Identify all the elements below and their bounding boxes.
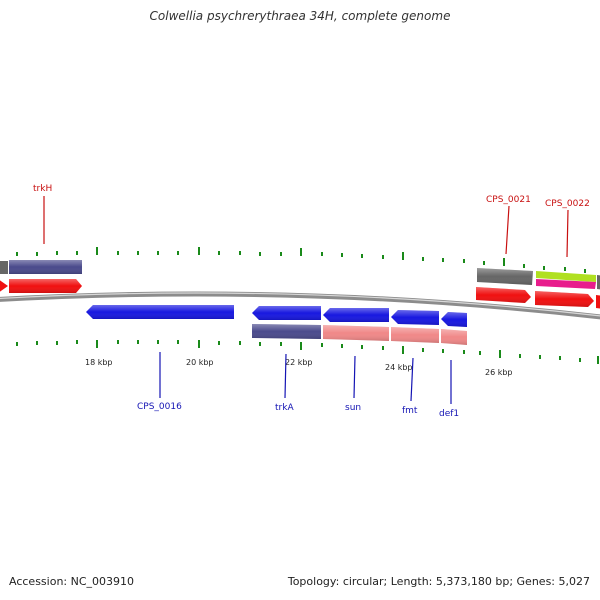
- accession-text: Accession: NC_003910: [9, 575, 135, 588]
- gene-label-trkH[interactable]: trkH: [33, 184, 52, 194]
- red-gene-arrow-right-edge: [596, 295, 600, 309]
- upper-tick-marks: [16, 247, 586, 273]
- gray-feature-bar: [0, 261, 8, 274]
- lime-feature-bar-CPS_0022: [536, 271, 596, 282]
- gene-label-CPS_0016[interactable]: CPS_0016: [137, 402, 182, 412]
- genome-backbone: [0, 291, 600, 320]
- scale-label-22kbp: 22 kbp: [285, 358, 313, 367]
- gene-label-def1[interactable]: def1: [439, 409, 459, 419]
- gene-label-fmt[interactable]: fmt: [402, 406, 418, 416]
- scale-label-20kbp: 20 kbp: [186, 358, 214, 367]
- left-edge-features[interactable]: [0, 260, 82, 293]
- gene-label-sun[interactable]: sun: [345, 403, 361, 413]
- scale-label-26kbp: 26 kbp: [485, 368, 513, 377]
- reverse-strand-genes[interactable]: [86, 305, 467, 345]
- scale-label-24kbp: 24 kbp: [385, 363, 413, 372]
- genome-backbone-highlight: [0, 292, 600, 317]
- scale-label-18kbp: 18 kbp: [85, 358, 113, 367]
- gene-label-CPS_0021[interactable]: CPS_0021: [486, 195, 531, 205]
- pink-feature-bar-CPS_0022: [536, 279, 596, 289]
- map-title: Colwellia psychrerythraea 34H, complete …: [149, 9, 451, 23]
- bottom-label-lines: [159, 352, 452, 404]
- gene-label-CPS_0022[interactable]: CPS_0022: [545, 199, 590, 209]
- top-label-lines: [43, 196, 569, 258]
- gray-feature-bar-right-edge: [597, 275, 600, 290]
- genome-stats-text: Topology: circular; Length: 5,373,180 bp…: [287, 575, 590, 588]
- lower-tick-marks: [16, 340, 599, 364]
- right-edge-features[interactable]: [476, 268, 600, 309]
- red-gene-arrow-left-edge: [0, 280, 8, 292]
- scale-labels: 18 kbp 20 kbp 22 kbp 24 kbp 26 kbp: [85, 358, 513, 377]
- gene-label-trkA[interactable]: trkA: [275, 403, 294, 413]
